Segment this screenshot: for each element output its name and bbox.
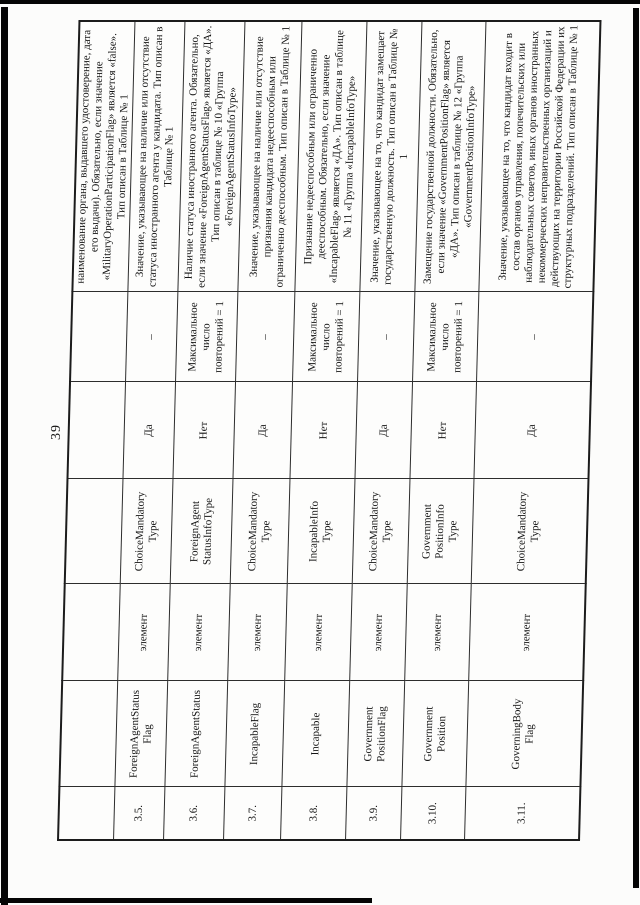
scan-edge-left [1,7,8,905]
cell-num: 3.10. [400,787,466,840]
cell-kind: элемент [227,584,288,681]
cell-name: IncapableFlag [224,681,285,787]
cell-description: Значение, указывающее на наличие или отс… [127,21,185,292]
cell-type: ChoiceMandatory Type [471,479,588,584]
cell-name: GoverningBody Flag [465,681,583,787]
cell-type: ChoiceMandatory Type [120,479,173,584]
cell-multiplicity: Максимальное число повторений = 1 [175,292,238,382]
cell-kind [62,584,121,681]
cell-multiplicity [70,292,128,382]
cell-required: Нет [409,382,477,479]
cell-description: Значение, указывающее на то, что кандида… [359,21,422,292]
cell-kind: элемент [167,584,231,681]
cell-kind: элемент [349,584,408,681]
cell-description: Значение, указывающее на то, что кандида… [478,21,600,292]
cell-num: 3.8. [280,787,347,840]
cell-num: 3.11. [464,787,580,840]
cell-multiplicity: Максимальное число повторений = 1 [412,292,479,382]
cell-required [67,382,126,479]
cell-num: 3.9. [345,787,402,840]
cell-type: ChoiceMandatory Type [352,479,410,584]
cell-type: ForeignAgent StatusInfoType [170,479,233,584]
cell-description: наименование органа, выдавшего удостовер… [72,21,135,292]
cell-required: Да [232,382,293,479]
cell-description: Наличие статуса иностранного агента. Обя… [177,21,245,292]
scan-edge-bottom [0,898,372,903]
cell-multiplicity: Максимальное число повторений = 1 [292,292,360,382]
cell-type: Government PositionInfo Type [407,479,474,584]
cell-multiplicity: – [125,292,178,382]
cell-description: Замещение государственной должности. Обя… [414,21,486,292]
cell-kind: элемент [404,584,472,681]
cell-required: Нет [172,382,236,479]
page-number: 39 [49,424,64,440]
cell-num [58,787,115,840]
cell-multiplicity: – [235,292,295,382]
cell-num: 3.5. [113,787,165,840]
scan-edge-top [0,0,640,4]
cell-name: Government PositionFlag [346,681,405,787]
cell-multiplicity: – [357,292,415,382]
cell-type [64,479,123,584]
cell-name: Government Position [401,681,469,787]
cell-kind: элемент [468,584,586,681]
scan-edge-right [633,8,639,888]
cell-kind: элемент [117,584,171,681]
cell-type: ChoiceMandatory Type [230,479,290,584]
cell-required: Нет [289,382,358,479]
cell-description: Признание недееспособным или ограниченно… [294,21,367,292]
cell-required: Да [122,382,176,479]
cell-num: 3.6. [163,787,225,840]
cell-description: Значение, указывающее на наличие или отс… [237,21,302,292]
cell-name: Incapable [281,681,350,787]
cell-name: ForeignAgentStatus [164,681,228,787]
schema-elements-table: наименование органа, выдавшего удостовер… [57,20,601,841]
table-row: 3.11. GoverningBody Flag элемент ChoiceM… [464,21,600,840]
cell-name [59,681,118,787]
cell-kind: элемент [284,584,353,681]
cell-num: 3.7. [223,787,282,840]
cell-required: Да [354,382,413,479]
cell-type: IncapableInfo Type [287,479,355,584]
cell-multiplicity: – [476,292,593,382]
cell-required: Да [473,382,591,479]
cell-name: ForeignAgentStatus Flag [114,681,168,787]
